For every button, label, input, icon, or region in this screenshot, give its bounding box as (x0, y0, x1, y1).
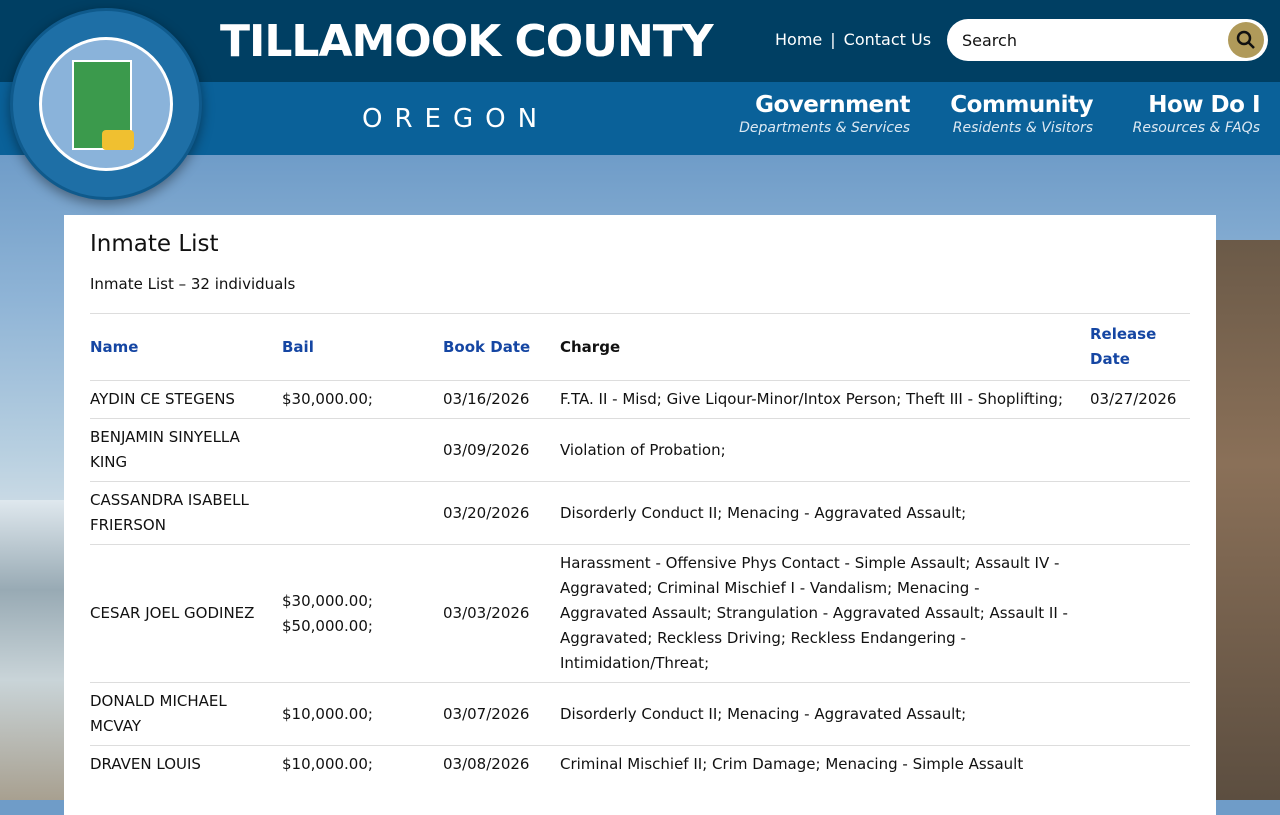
cell-name: CASSANDRA ISABELL FRIERSON (90, 491, 249, 534)
table-row: AYDIN CE STEGENS $30,000.00; 03/16/2026 F.T… (90, 380, 1190, 419)
cell-charge: Harassment - Offensive Phys Contact - Si… (560, 554, 1068, 672)
cell-book-date: 03/20/2026 (443, 503, 530, 522)
cell-book-date: 03/07/2026 (443, 704, 530, 723)
cell-release-date: 03/27/2026 (1090, 390, 1177, 408)
nav-government[interactable]: Government Departments & Services (739, 92, 910, 136)
site-subtitle: OREGON (362, 104, 550, 134)
table-row: DRAVEN LOUIS $10,000.00; 03/08/2026 Crimina… (90, 745, 1190, 784)
cell-book-date: 03/03/2026 (443, 604, 530, 622)
table-row: CASSANDRA ISABELL FRIERSON 03/20/2026 Diso… (90, 481, 1190, 545)
search-box (947, 19, 1268, 61)
cell-book-date: 03/08/2026 (443, 755, 530, 773)
cell-release-date (1090, 683, 1190, 746)
cell-release-date (1090, 419, 1190, 482)
cell-bail: $10,000.00; (282, 755, 373, 773)
cell-release-date (1090, 482, 1190, 545)
cell-charge: Criminal Mischief II; Crim Damage; Menac… (560, 755, 1024, 773)
cell-name: DRAVEN LOUIS (90, 755, 201, 773)
cell-name: BENJAMIN SINYELLA KING (90, 428, 240, 471)
cell-bail (282, 419, 443, 482)
page-title: Inmate List (90, 231, 219, 257)
cell-book-date: 03/09/2026 (443, 440, 530, 459)
cell-charge: Violation of Probation; (560, 440, 726, 459)
column-charge: Charge (560, 337, 621, 356)
inmate-table: Name Bail Book Date Charge Release Date … (90, 313, 1190, 783)
cell-charge: F.TA. II - Misd; Give Liqour-Minor/Intox… (560, 390, 1064, 408)
cell-bail: $30,000.00; (282, 390, 373, 408)
cell-name: DONALD MICHAEL MCVAY (90, 692, 227, 735)
cell-charge: Disorderly Conduct II; Menacing - Aggrav… (560, 503, 967, 522)
nav-community[interactable]: Community Residents & Visitors (950, 92, 1093, 136)
home-link[interactable]: Home (775, 30, 823, 49)
column-bail[interactable]: Bail (282, 337, 314, 356)
site-title[interactable]: TILLAMOOK COUNTY (220, 16, 714, 67)
search-icon (1236, 30, 1255, 49)
table-row: BENJAMIN SINYELLA KING 03/09/2026 Violatio… (90, 418, 1190, 482)
cell-book-date: 03/16/2026 (443, 390, 530, 408)
utility-links: Home | Contact Us (775, 30, 931, 49)
column-release-date[interactable]: Release Date (1090, 325, 1157, 368)
inmate-count: Inmate List – 32 individuals (90, 275, 296, 293)
link-separator: | (830, 30, 836, 49)
cell-release-date (1090, 746, 1190, 784)
cell-bail: $10,000.00; (282, 704, 373, 723)
table-row: CESAR JOEL GODINEZ $30,000.00; $50,000.00… (90, 544, 1190, 683)
search-button[interactable] (1228, 22, 1264, 58)
contact-us-link[interactable]: Contact Us (843, 30, 932, 49)
nav-how-do-i[interactable]: How Do I Resources & FAQs (1132, 92, 1261, 136)
county-seal-logo[interactable] (10, 8, 202, 200)
search-input[interactable] (962, 30, 1222, 50)
cell-name: AYDIN CE STEGENS (90, 390, 235, 408)
background-cliff (1210, 240, 1280, 800)
table-row: DONALD MICHAEL MCVAY $10,000.00; 03/07/202… (90, 682, 1190, 746)
background-sea (0, 500, 70, 800)
cell-release-date (1090, 545, 1190, 683)
content-panel: Inmate List Inmate List – 32 individuals… (64, 215, 1216, 815)
column-name[interactable]: Name (90, 337, 139, 356)
column-book-date[interactable]: Book Date (443, 337, 531, 356)
cell-bail: $30,000.00; $50,000.00; (282, 591, 373, 635)
header-nav-bar (0, 82, 1280, 155)
cell-name: CESAR JOEL GODINEZ (90, 604, 255, 622)
cell-charge: Disorderly Conduct II; Menacing - Aggrav… (560, 704, 967, 723)
cell-bail (282, 482, 443, 545)
